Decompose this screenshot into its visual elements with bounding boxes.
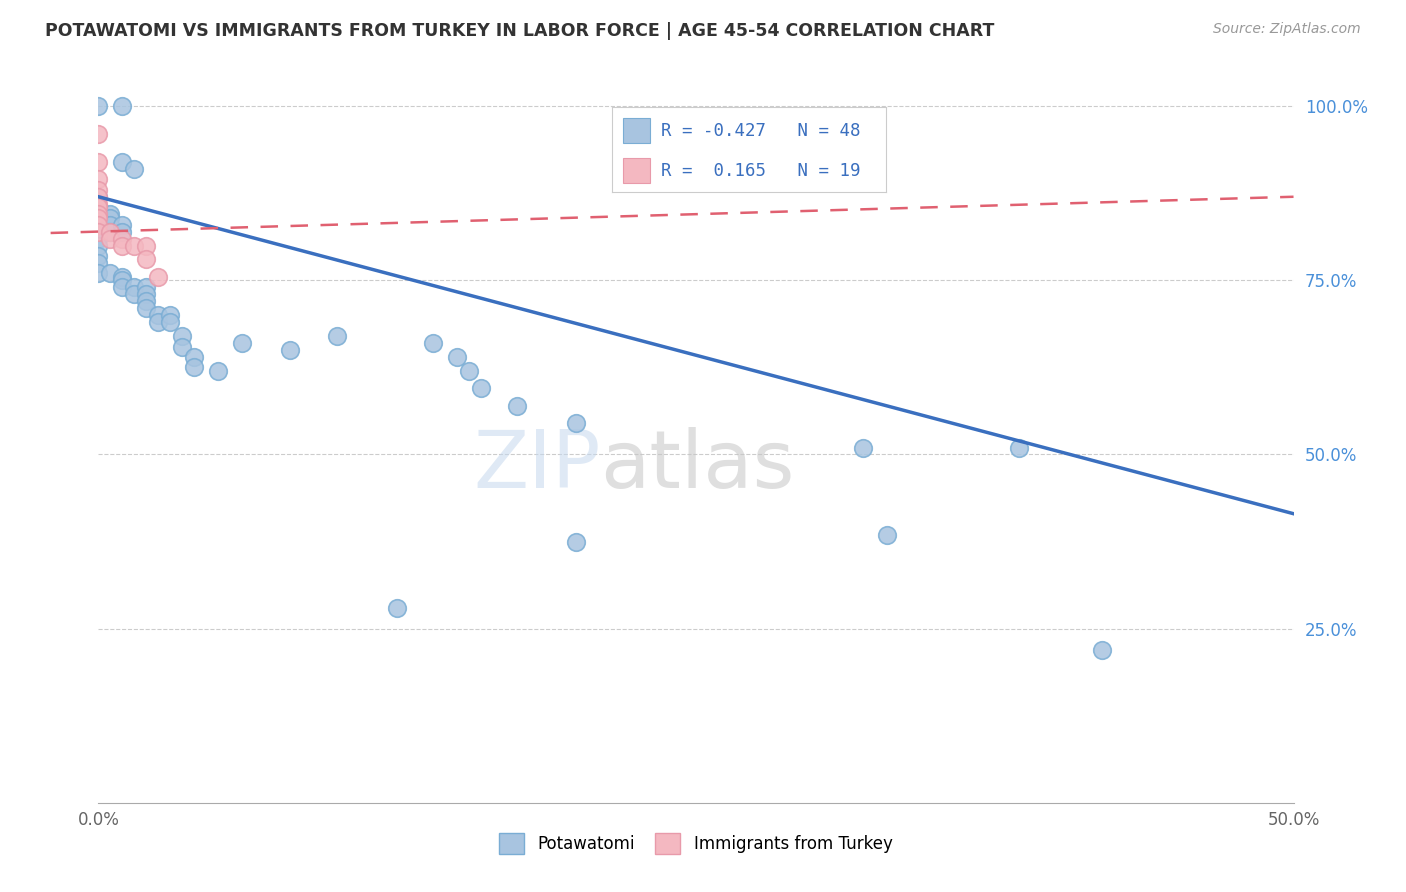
Point <box>87 256 110 270</box>
Point <box>124 280 146 294</box>
Point <box>1091 642 1114 657</box>
Point <box>148 308 170 322</box>
Point <box>111 218 134 232</box>
Point <box>506 399 529 413</box>
Point <box>87 200 110 214</box>
Point <box>446 350 468 364</box>
Text: R = -0.427   N = 48: R = -0.427 N = 48 <box>661 122 860 140</box>
Point <box>111 238 134 252</box>
Point <box>326 329 349 343</box>
Point <box>98 231 122 245</box>
Point <box>111 231 134 245</box>
Point <box>98 266 122 280</box>
Point <box>87 225 110 239</box>
Point <box>183 350 205 364</box>
Point <box>159 315 181 329</box>
Point <box>135 294 157 309</box>
Point <box>876 527 898 541</box>
Point <box>87 211 110 225</box>
Point <box>124 161 146 176</box>
Point <box>159 308 181 322</box>
Point <box>87 238 110 252</box>
Point <box>278 343 301 357</box>
Point <box>111 155 134 169</box>
Point <box>87 172 110 186</box>
Text: POTAWATOMI VS IMMIGRANTS FROM TURKEY IN LABOR FORCE | AGE 45-54 CORRELATION CHAR: POTAWATOMI VS IMMIGRANTS FROM TURKEY IN … <box>45 22 994 40</box>
Text: atlas: atlas <box>600 427 794 506</box>
Point <box>1008 441 1031 455</box>
Point <box>87 190 110 204</box>
Point <box>172 329 194 343</box>
Point <box>385 600 409 615</box>
Point <box>87 218 110 232</box>
Point <box>135 238 157 252</box>
Point <box>87 183 110 197</box>
Point <box>148 269 170 284</box>
Point <box>135 301 157 316</box>
Point <box>231 336 253 351</box>
Point <box>135 287 157 301</box>
Text: R =  0.165   N = 19: R = 0.165 N = 19 <box>661 161 860 179</box>
Point <box>135 252 157 267</box>
Point <box>87 99 110 113</box>
Bar <box>623 158 650 183</box>
Point <box>87 190 110 204</box>
Point <box>98 218 122 232</box>
Point <box>470 381 492 395</box>
Point <box>111 99 134 113</box>
Point <box>87 266 110 280</box>
Point <box>98 211 122 225</box>
Bar <box>623 118 650 144</box>
Point <box>98 225 122 239</box>
Point <box>98 207 122 221</box>
Point <box>87 127 110 141</box>
Point <box>565 416 588 430</box>
Point <box>98 225 122 239</box>
Point <box>148 315 170 329</box>
Point <box>172 339 194 353</box>
Point <box>852 441 875 455</box>
Point <box>207 364 229 378</box>
Point <box>87 231 110 245</box>
Point <box>124 238 146 252</box>
Point <box>183 360 205 375</box>
Point <box>458 364 481 378</box>
Point <box>87 155 110 169</box>
Point <box>87 225 110 239</box>
Legend: Potawatomi, Immigrants from Turkey: Potawatomi, Immigrants from Turkey <box>492 827 900 860</box>
Point <box>87 196 110 211</box>
Text: Source: ZipAtlas.com: Source: ZipAtlas.com <box>1213 22 1361 37</box>
Point <box>422 336 444 351</box>
Text: ZIP: ZIP <box>472 427 600 506</box>
Point <box>565 534 588 549</box>
Point <box>87 200 110 214</box>
Point <box>111 225 134 239</box>
Point <box>87 207 110 221</box>
Point <box>135 280 157 294</box>
Point <box>111 273 134 287</box>
Point <box>124 287 146 301</box>
Point <box>111 269 134 284</box>
Point <box>87 249 110 263</box>
Point <box>111 280 134 294</box>
